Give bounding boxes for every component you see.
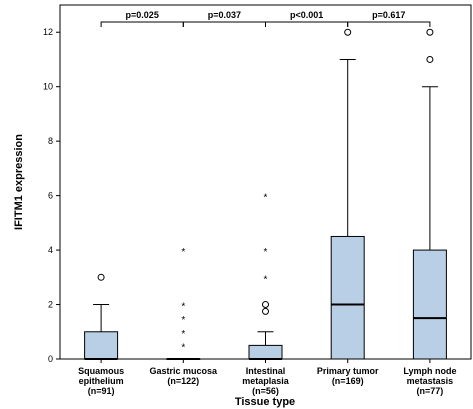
outlier-star: * [181,302,185,313]
outlier-star: * [264,274,268,285]
x-category-label-line: (n=122) [167,376,199,386]
outlier-star: * [264,193,268,204]
x-category-label-line: metaplasia [242,376,290,386]
x-category-label: Squamous epithelium (n=91) [78,366,124,396]
x-axis-title: Tissue type [235,396,295,408]
x-category-label-line: metastasis [407,376,454,386]
outlier-star: * [264,247,268,258]
outlier-circle [97,273,105,281]
y-axis: 0 2 4 6 8 10 12 [43,27,60,364]
iqr-box [248,344,283,360]
y-tick-label: 4 [48,245,53,255]
box-group [412,28,447,363]
y-axis-title: IFITM1 expression [13,134,25,230]
iqr-box [84,331,119,360]
x-category-label: Lymph node metastasis (n=77) [403,366,456,396]
outlier-circle [426,55,434,63]
x-category-label-line: Squamous [78,366,124,376]
box-group: * * * * * [166,247,201,363]
comparison-bracket [347,21,431,27]
p-value-label: p=0.037 [208,10,241,20]
outlier-circle [344,28,352,36]
y-tick-label: 12 [43,27,53,37]
p-value-label: p<0.001 [290,10,323,20]
x-category-label-line: Gastric mucosa [150,366,219,376]
y-tick-label: 6 [48,191,53,201]
box-group [84,273,119,363]
iqr-box [412,249,447,360]
x-category-label-line: (n=77) [417,386,444,396]
significance-brackets: p=0.025 p=0.037 p<0.001 p=0.617 [100,10,431,27]
y-tick-label: 8 [48,136,53,146]
y-tick-label: 2 [48,300,53,310]
x-category-label-line: Intestinal [246,366,286,376]
p-value-label: p=0.025 [126,10,159,20]
plot-area [59,4,472,360]
outlier-star: * [181,329,185,340]
x-category-label-line: Primary tumor [317,366,379,376]
outlier-star: * [181,342,185,353]
x-category-label: Primary tumor (n=169) [317,366,379,386]
x-category-label-line: Lymph node [403,366,456,376]
outlier-circle [426,28,434,36]
p-value-label: p=0.617 [372,10,405,20]
x-category-label: Gastric mucosa (n=122) [150,366,219,386]
boxes: * * * * * * * * [84,28,447,363]
x-axis-category-labels: Squamous epithelium (n=91)Gastric mucosa (n… [78,366,456,396]
x-category-label-line: (n=56) [252,386,279,396]
iqr-box [330,235,365,360]
x-category-label: Intestinal metaplasia (n=56) [242,366,290,396]
outlier-star: * [181,247,185,258]
x-category-label-line: (n=169) [332,376,364,386]
y-tick-label: 0 [48,354,53,364]
x-category-label-line: epithelium [79,376,124,386]
x-category-label-line: (n=91) [88,386,115,396]
outlier-star: * [181,315,185,326]
outlier-circle [262,307,269,315]
box-group [330,28,365,363]
outlier-circle [262,301,269,309]
y-tick-label: 10 [43,82,53,92]
box-group: * * * [248,193,283,363]
